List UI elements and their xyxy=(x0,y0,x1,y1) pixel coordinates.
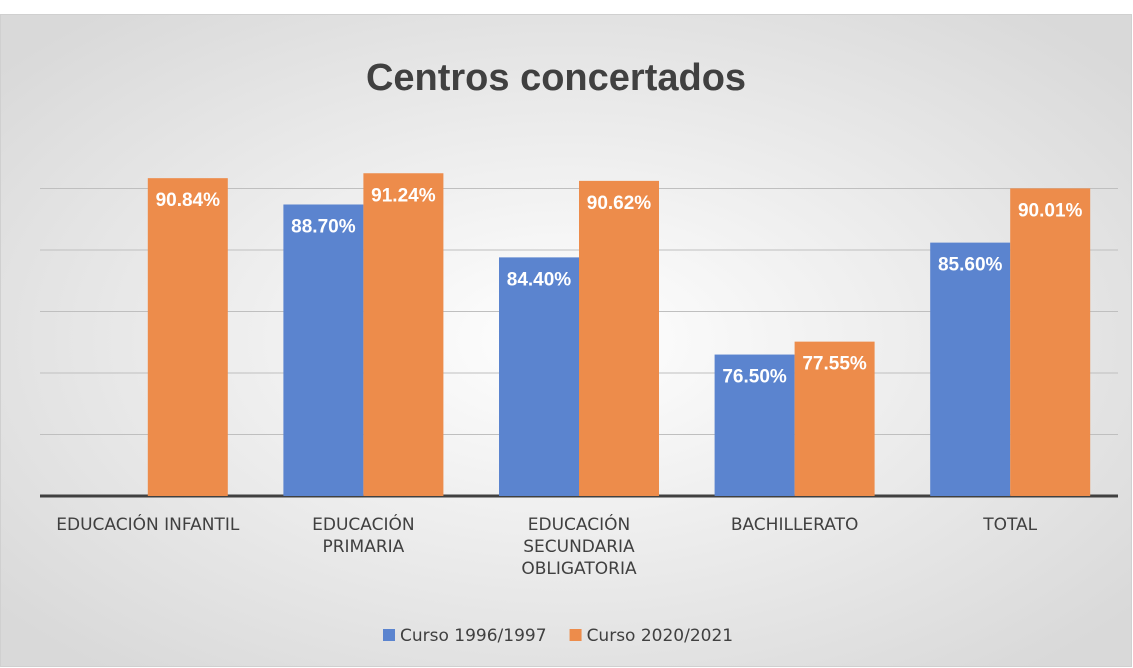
data-label: 77.55% xyxy=(802,354,867,375)
data-label: 90.62% xyxy=(587,193,652,214)
data-label: 90.01% xyxy=(1018,200,1083,221)
bar xyxy=(579,180,659,496)
bar xyxy=(363,173,444,497)
x-tick-label-box: EDUCACIÓN PRIMARIA xyxy=(312,515,415,557)
bar xyxy=(794,341,875,496)
chart-title: Centros concertados xyxy=(366,57,746,99)
x-tick-label-box: BACHILLERATO xyxy=(730,515,859,535)
bar xyxy=(147,178,228,496)
legend-label: Curso 2020/2021 xyxy=(587,626,734,646)
x-tick-label: TOTAL xyxy=(983,515,1038,535)
x-tick-label-box: EDUCACIÓN SECUNDARIA OBLIGATORIA xyxy=(521,515,637,579)
bar xyxy=(930,242,1011,496)
x-tick-label-box: EDUCACIÓN INFANTIL xyxy=(56,515,240,535)
x-tick-label-box: TOTAL xyxy=(983,515,1038,535)
data-label: 90.84% xyxy=(156,190,221,211)
x-tick-label: EDUCACIÓN SECUNDARIA OBLIGATORIA xyxy=(521,515,637,579)
data-label: 85.60% xyxy=(938,255,1003,276)
data-label: 88.70% xyxy=(291,217,356,238)
bar xyxy=(283,204,364,497)
legend-swatch xyxy=(383,629,395,641)
bar xyxy=(1010,188,1091,496)
data-label: 76.50% xyxy=(722,367,787,388)
x-tick-label: BACHILLERATO xyxy=(730,515,859,535)
bar xyxy=(499,257,579,496)
x-tick-label: EDUCACIÓN INFANTIL xyxy=(56,515,240,535)
legend-swatch xyxy=(569,629,582,641)
data-label: 84.40% xyxy=(507,269,572,290)
legend-label: Curso 1996/1997 xyxy=(400,626,547,646)
x-tick-label: EDUCACIÓN PRIMARIA xyxy=(312,515,415,557)
data-label: 91.24% xyxy=(371,185,436,206)
bar xyxy=(714,354,795,496)
